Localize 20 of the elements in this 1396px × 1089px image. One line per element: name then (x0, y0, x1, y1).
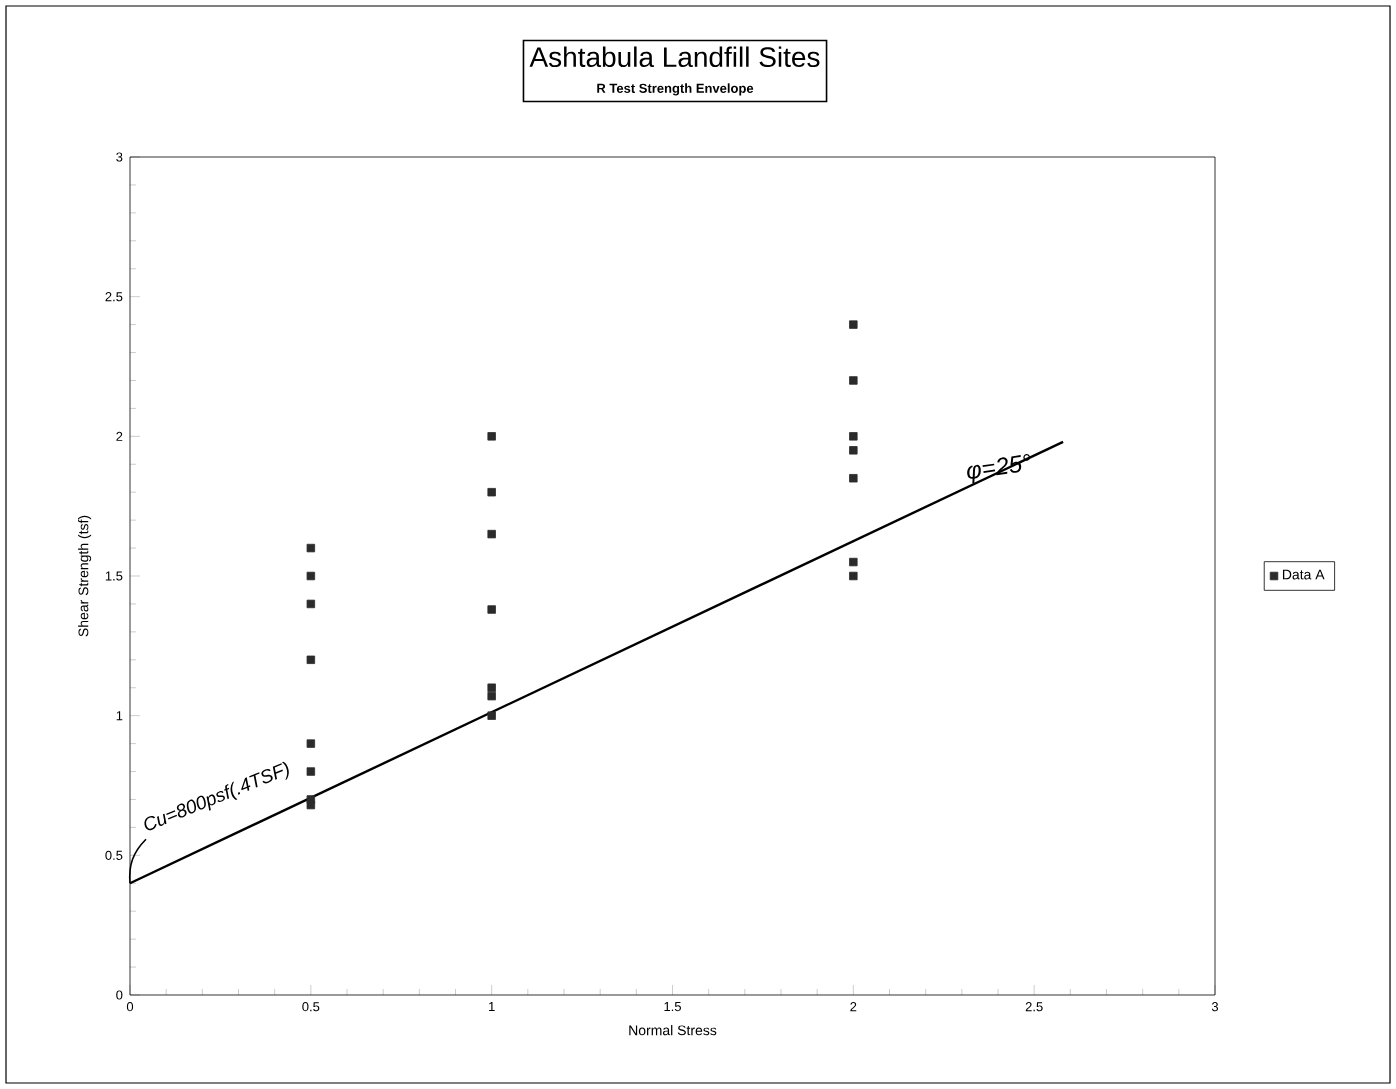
y-tick-label: 2 (116, 431, 123, 441)
chart-subtitle: R Test Strength Envelope (597, 83, 754, 96)
y-tick-label: 0 (116, 990, 123, 1000)
x-tick-label: 0.5 (302, 1002, 320, 1012)
y-tick-label: 2.5 (105, 292, 123, 302)
y-tick-label: 0.5 (105, 850, 123, 860)
y-tick-label: 1.5 (105, 571, 123, 581)
y-tick-label: 3 (116, 152, 123, 162)
x-tick-label: 0 (126, 1002, 134, 1012)
x-tick-label: 3 (1211, 1002, 1219, 1012)
chart-title: Ashtabula Landfill Sites (529, 46, 820, 68)
x-tick-label: 2.5 (1025, 1002, 1043, 1012)
x-tick-label: 1 (489, 1002, 495, 1012)
y-axis-title: Shear Strength (tsf) (78, 515, 92, 637)
y-tick-label: 1 (116, 711, 123, 721)
x-tick-label: 1.5 (664, 1002, 681, 1012)
x-tick-label: 2 (850, 1002, 857, 1012)
legend-label: Data A (1282, 569, 1325, 580)
x-axis-title: Normal Stress (629, 1025, 717, 1036)
annotation: φ=25° (967, 454, 1031, 484)
